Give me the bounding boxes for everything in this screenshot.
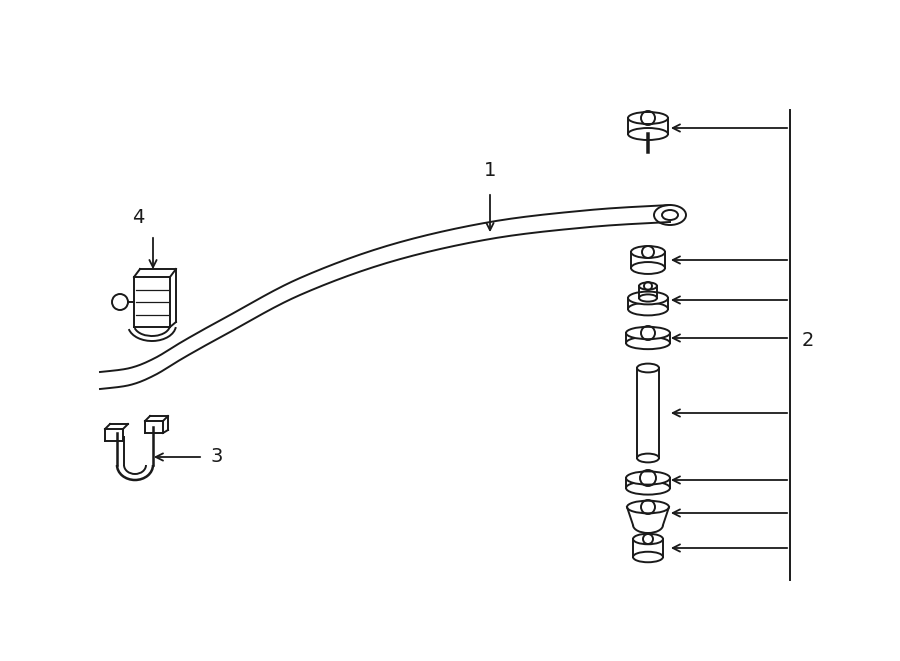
Ellipse shape: [633, 533, 663, 544]
Ellipse shape: [633, 552, 663, 563]
Ellipse shape: [639, 294, 657, 301]
Ellipse shape: [639, 282, 657, 290]
Circle shape: [112, 294, 128, 310]
Ellipse shape: [628, 112, 668, 124]
Text: 2: 2: [802, 330, 814, 350]
Ellipse shape: [628, 303, 668, 315]
Ellipse shape: [626, 337, 670, 349]
Ellipse shape: [626, 481, 670, 494]
Ellipse shape: [626, 327, 670, 339]
Ellipse shape: [628, 292, 668, 305]
Text: 1: 1: [484, 161, 496, 180]
Ellipse shape: [627, 500, 669, 514]
Text: 4: 4: [131, 208, 144, 227]
Ellipse shape: [637, 364, 659, 372]
Ellipse shape: [628, 128, 668, 140]
Ellipse shape: [631, 262, 665, 274]
Ellipse shape: [626, 471, 670, 485]
Ellipse shape: [637, 453, 659, 463]
Ellipse shape: [654, 205, 686, 225]
Text: 3: 3: [211, 447, 223, 467]
Ellipse shape: [631, 246, 665, 258]
